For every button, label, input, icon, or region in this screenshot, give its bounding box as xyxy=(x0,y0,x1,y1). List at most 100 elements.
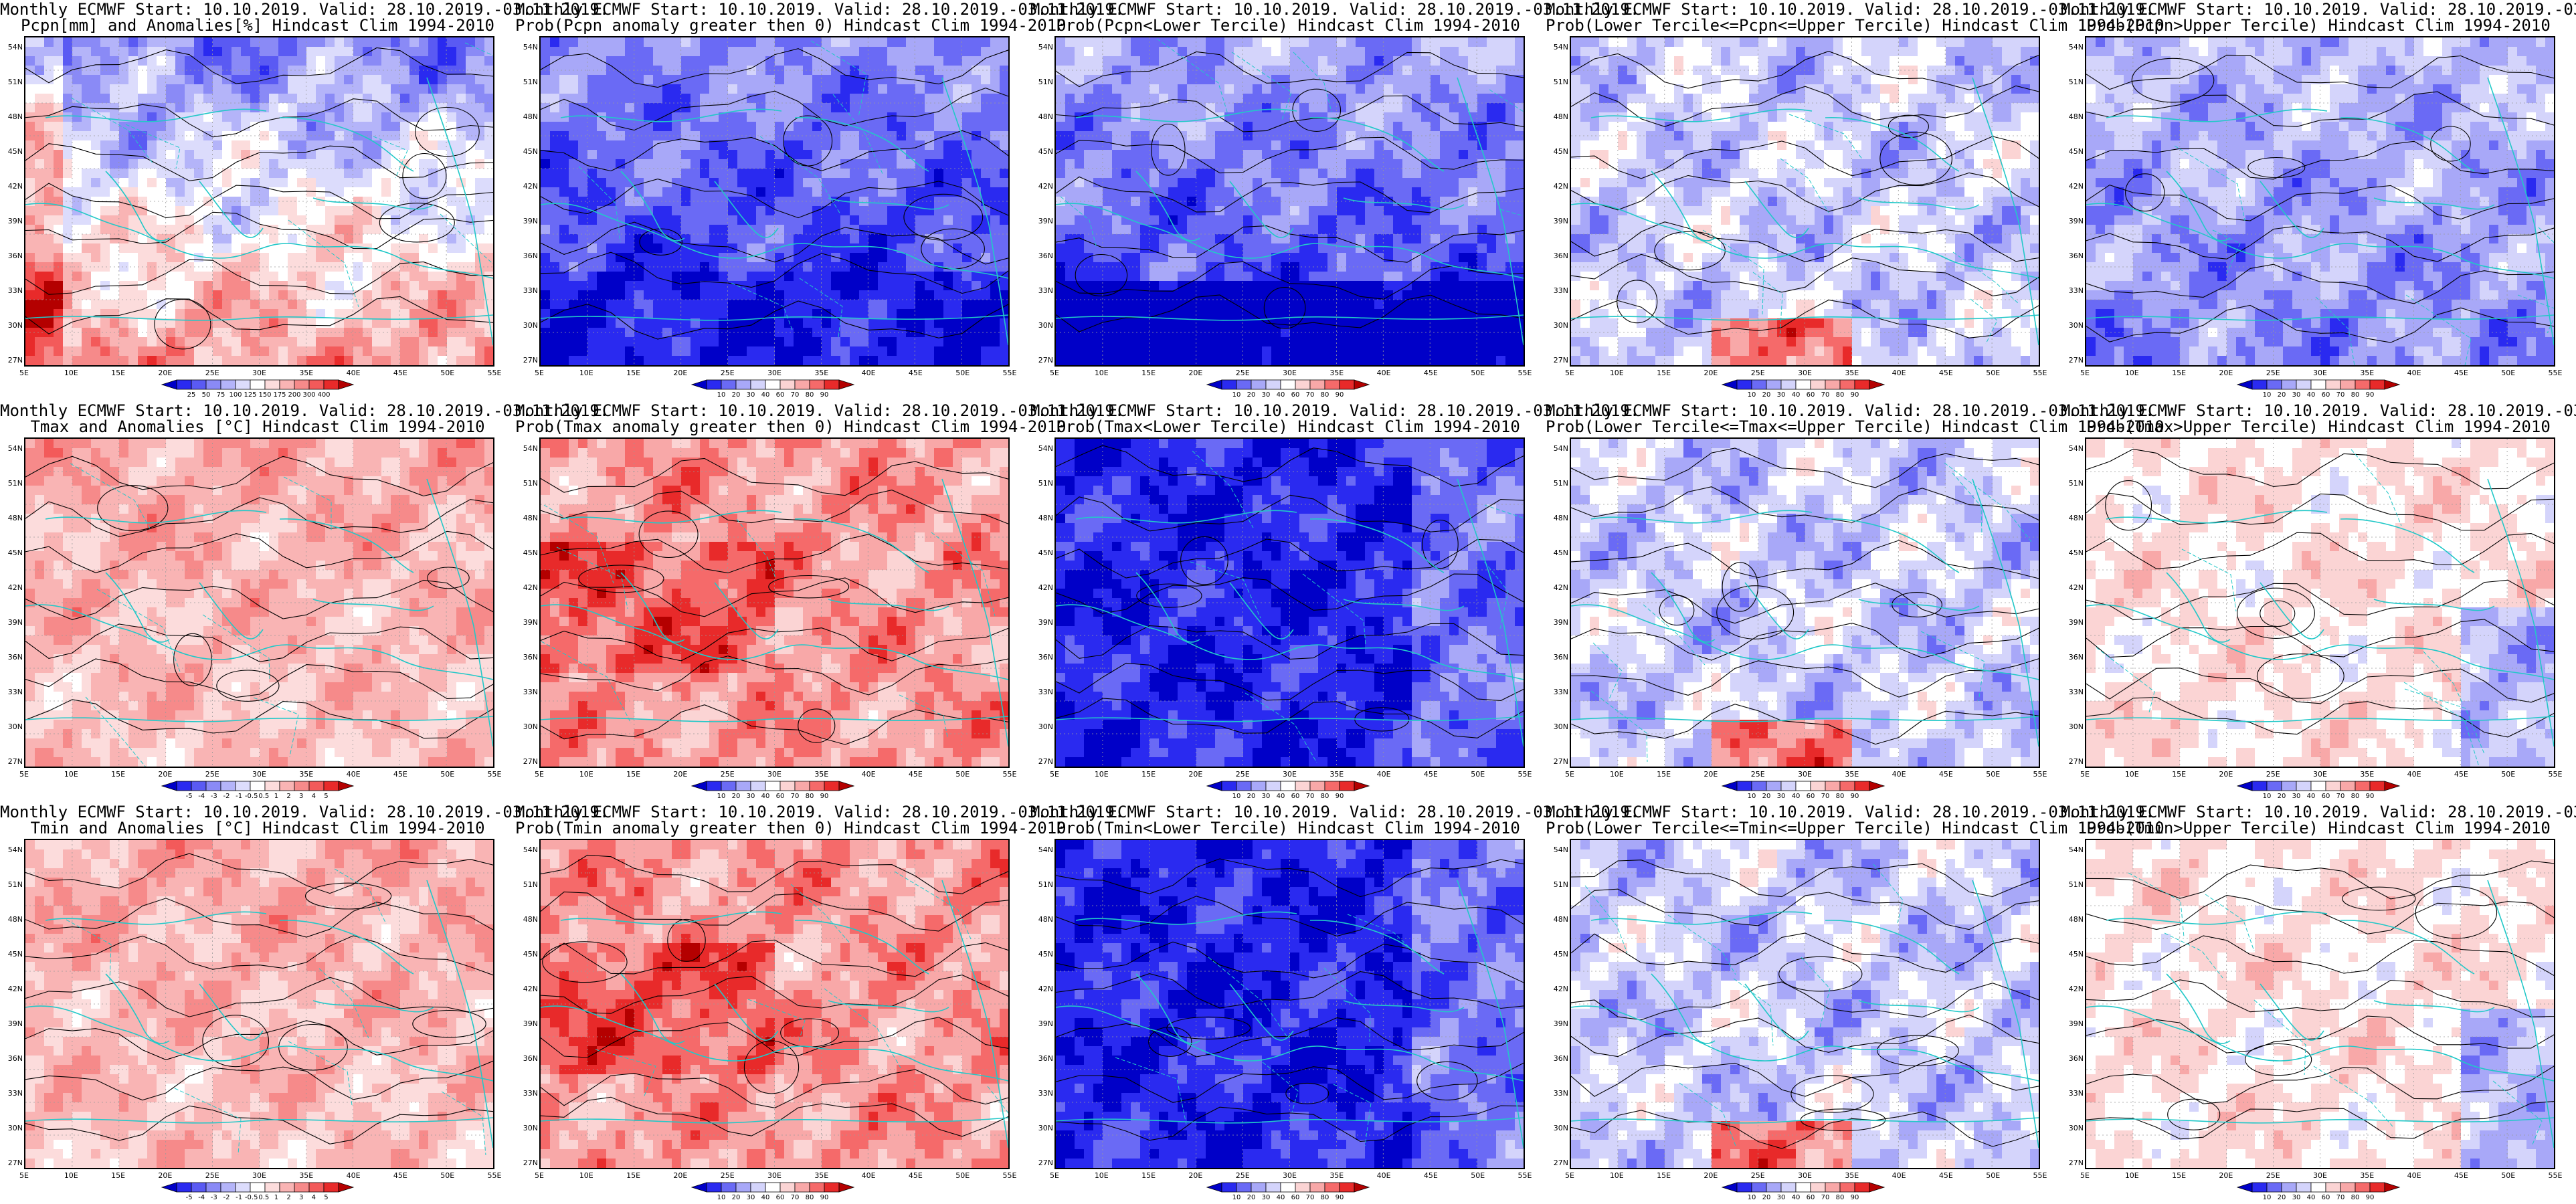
map-canvas[interactable] xyxy=(24,36,494,367)
colorbar-tick-label: 2 xyxy=(276,1194,302,1201)
longitude-label: 35E xyxy=(2354,770,2381,779)
longitude-label: 5E xyxy=(1041,369,1068,377)
map-canvas[interactable] xyxy=(539,36,1010,367)
latitude-label: 45N xyxy=(1,950,23,959)
map-canvas[interactable] xyxy=(2085,437,2555,768)
latitude-label: 45N xyxy=(517,147,538,156)
map-panel: Monthly ECMWF Start: 10.10.2019. Valid: … xyxy=(0,803,609,1204)
map-canvas[interactable] xyxy=(539,839,1010,1169)
latitude-label: 39N xyxy=(1032,217,1053,225)
borders xyxy=(1115,914,1416,1146)
latitude-label: 48N xyxy=(517,112,538,121)
colorbar-tick-label: 80 xyxy=(2342,1194,2369,1201)
latitude-label: 51N xyxy=(517,78,538,86)
panel-title-line1: Monthly ECMWF Start: 10.10.2019. Valid: … xyxy=(1546,804,2154,821)
map-canvas[interactable] xyxy=(1054,36,1525,367)
coastlines xyxy=(1571,880,2039,1148)
latitude-label: 51N xyxy=(517,479,538,488)
colorbar xyxy=(1206,1182,1370,1193)
longitude-label: 50E xyxy=(1465,1171,1491,1180)
colorbar-tick-label: 150 xyxy=(252,391,278,399)
longitude-label: 20E xyxy=(152,1171,179,1180)
colorbar-tick-label: 20 xyxy=(723,1194,749,1201)
longitude-label: 55E xyxy=(1511,1171,1538,1180)
colorbar-tick-label: 2 xyxy=(276,793,302,800)
map-panel: Monthly ECMWF Start: 10.10.2019. Valid: … xyxy=(515,803,1124,1204)
map-canvas[interactable] xyxy=(24,839,494,1169)
map-canvas[interactable] xyxy=(1570,839,2040,1169)
colorbar-tick-label: -2 xyxy=(213,793,240,800)
latitude-label: 48N xyxy=(1547,514,1568,522)
coastlines xyxy=(25,77,493,346)
colorbar-tick-label: 20 xyxy=(1753,793,1780,800)
longitude-label: 55E xyxy=(2542,369,2569,377)
colorbar-tick-label: 20 xyxy=(1238,1194,1265,1201)
borders xyxy=(1190,450,1524,763)
latitude-label: 36N xyxy=(1547,1054,1568,1063)
colorbar-tick-label: 80 xyxy=(796,793,823,800)
map-panel: Monthly ECMWF Start: 10.10.2019. Valid: … xyxy=(0,0,609,401)
latitude-label: 48N xyxy=(2062,915,2084,924)
map-canvas[interactable] xyxy=(1570,36,2040,367)
longitude-label: 35E xyxy=(808,1171,835,1180)
colorbar-tick-label: 40 xyxy=(1267,793,1294,800)
longitude-label: 30E xyxy=(2307,369,2334,377)
panel-title-line2: Prob(Lower Tercile<=Tmin<=Upper Tercile)… xyxy=(1546,820,2165,837)
longitude-label: 25E xyxy=(199,770,225,779)
coastlines xyxy=(1056,77,1524,346)
longitude-label: 35E xyxy=(1839,1171,1865,1180)
map-canvas[interactable] xyxy=(1054,437,1525,768)
colorbar xyxy=(161,781,355,791)
latitude-label: 30N xyxy=(2062,1124,2084,1132)
longitude-label: 35E xyxy=(293,369,320,377)
map-canvas[interactable] xyxy=(539,437,1010,768)
colorbar-tick-label: 20 xyxy=(1238,793,1265,800)
panel-title-line1: Monthly ECMWF Start: 10.10.2019. Valid: … xyxy=(2061,403,2576,419)
longitude-label: 5E xyxy=(2072,1171,2098,1180)
colorbar-tick-label: 40 xyxy=(1782,1194,1809,1201)
latitude-label: 48N xyxy=(1032,514,1053,522)
longitude-label: 25E xyxy=(2260,770,2286,779)
longitude-label: 10E xyxy=(573,369,600,377)
latitude-label: 51N xyxy=(1547,479,1568,488)
colorbar-tick-label: 25 xyxy=(178,391,205,399)
latitude-label: 33N xyxy=(1032,286,1053,295)
colorbar xyxy=(2236,781,2401,791)
longitude-label: 55E xyxy=(996,1171,1023,1180)
latitude-label: 39N xyxy=(2062,217,2084,225)
longitude-label: 10E xyxy=(58,770,84,779)
latitude-label: 39N xyxy=(2062,618,2084,627)
colorbar-tick-label: -3 xyxy=(201,793,227,800)
colorbar-tick-label: 10 xyxy=(2253,793,2280,800)
longitude-label: 10E xyxy=(573,1171,600,1180)
latitude-label: 45N xyxy=(1547,147,1568,156)
shaded-field xyxy=(1056,37,1524,365)
longitude-label: 10E xyxy=(2118,1171,2145,1180)
colorbar xyxy=(161,379,355,390)
colorbar-tick-label: 80 xyxy=(1311,793,1338,800)
colorbar-tick-label: -3 xyxy=(201,1194,227,1201)
map-canvas[interactable] xyxy=(2085,36,2555,367)
map-canvas[interactable] xyxy=(24,437,494,768)
panel-title-line2: Prob(Pcpn>Upper Tercile) Hindcast Clim 1… xyxy=(2061,17,2576,34)
longitude-label: 30E xyxy=(1277,369,1303,377)
longitude-label: 50E xyxy=(434,1171,461,1180)
longitude-label: 55E xyxy=(1511,770,1538,779)
latitude-label: 48N xyxy=(1032,915,1053,924)
colorbar-tick-label: 80 xyxy=(1827,1194,1853,1201)
latitude-label: 27N xyxy=(1032,356,1053,365)
panel-title-line1: Monthly ECMWF Start: 10.10.2019. Valid: … xyxy=(0,403,609,419)
longitude-label: 20E xyxy=(1182,770,1209,779)
latitude-label: 36N xyxy=(2062,1054,2084,1063)
map-canvas[interactable] xyxy=(1054,839,1525,1169)
colorbar-tick-label: 60 xyxy=(1797,1194,1824,1201)
isolines xyxy=(2086,860,2554,1140)
colorbar-swatches xyxy=(161,781,355,791)
panel-title-line2: Prob(Lower Tercile<=Pcpn<=Upper Tercile)… xyxy=(1546,17,2165,34)
colorbar-tick-label: 10 xyxy=(1738,1194,1765,1201)
latitude-label: 45N xyxy=(2062,147,2084,156)
map-canvas[interactable] xyxy=(2085,839,2555,1169)
map-canvas[interactable] xyxy=(1570,437,2040,768)
colorbar-tick-label: 3 xyxy=(288,1194,314,1201)
colorbar-tick-label: 90 xyxy=(2357,391,2383,399)
